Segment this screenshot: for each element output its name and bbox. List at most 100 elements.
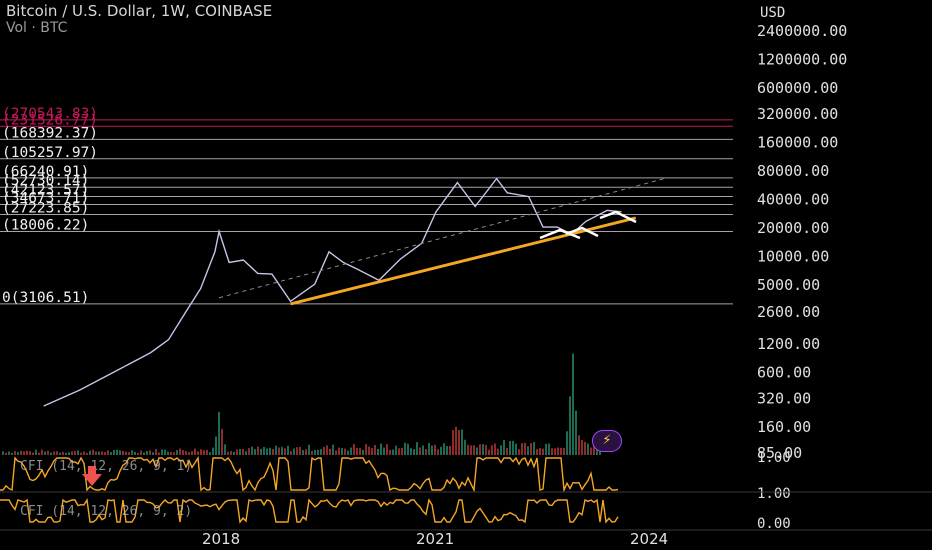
- volume-bar: [239, 448, 241, 455]
- volume-bar: [344, 448, 346, 455]
- volume-bar: [530, 443, 532, 455]
- volume-bar: [200, 449, 202, 455]
- level-label: (270543.83): [2, 106, 98, 122]
- volume-bar: [68, 452, 70, 455]
- volume-bar: [77, 450, 79, 455]
- volume-bar: [83, 451, 85, 455]
- volume-bar: [260, 448, 262, 455]
- volume-bar: [296, 447, 298, 455]
- volume-bar: [416, 442, 418, 455]
- volume-bar: [467, 444, 469, 455]
- oscillator-tick: 0.00: [757, 516, 791, 532]
- volume-bar: [194, 448, 196, 455]
- y-tick-label: 10000.00: [757, 248, 829, 266]
- volume-bar: [290, 451, 292, 455]
- volume-bar: [419, 447, 421, 455]
- volume-bar: [227, 451, 229, 455]
- volume-bar: [155, 448, 157, 455]
- volume-bar: [539, 447, 541, 455]
- volume-bar: [203, 450, 205, 455]
- volume-bar: [320, 449, 322, 455]
- volume-bar: [533, 442, 535, 455]
- oscillator-tick: 1.00: [757, 450, 791, 466]
- volume-bar: [128, 452, 130, 455]
- volume-bar: [89, 450, 91, 455]
- volume-bar: [92, 449, 94, 455]
- volume-bar: [446, 446, 448, 455]
- volume-legend: Vol · BTC: [6, 20, 68, 36]
- volume-bar: [464, 439, 466, 455]
- volume-bar: [188, 452, 190, 455]
- volume-bar: [335, 450, 337, 455]
- level-label: (66240.91): [2, 164, 89, 180]
- volume-bar: [350, 447, 352, 455]
- volume-bar: [161, 449, 163, 455]
- volume-bar: [266, 448, 268, 455]
- level-label: (105257.97): [2, 145, 98, 161]
- volume-bar: [149, 450, 151, 455]
- y-tick-label: 600000.00: [757, 79, 838, 97]
- volume-bar: [278, 447, 280, 455]
- volume-bar: [356, 447, 358, 455]
- volume-bar: [584, 441, 586, 455]
- volume-bar: [35, 449, 37, 455]
- volume-bar: [119, 450, 121, 455]
- volume-bar: [437, 449, 439, 455]
- volume-bar: [272, 448, 274, 455]
- volume-bar: [401, 447, 403, 455]
- oscillator-tick: 1.00: [757, 486, 791, 502]
- volume-bar: [365, 444, 367, 455]
- level-label: (231526.77): [2, 112, 98, 128]
- volume-bar: [542, 448, 544, 455]
- volume-bar: [461, 429, 463, 455]
- price-series-line: [43, 177, 622, 407]
- lightning-bolt-icon[interactable]: ⚡: [592, 430, 622, 452]
- volume-bar: [29, 451, 31, 455]
- y-axis-unit: USD: [760, 5, 785, 21]
- volume-bar: [329, 448, 331, 455]
- volume-bar: [506, 447, 508, 455]
- volume-bar: [314, 450, 316, 455]
- volume-bar: [482, 444, 484, 455]
- volume-bar: [479, 444, 481, 455]
- volume-bar: [338, 447, 340, 455]
- volume-bar: [212, 447, 214, 455]
- volume-bar: [287, 445, 289, 455]
- y-tick-label: 160.00: [757, 418, 811, 436]
- volume-bar: [110, 452, 112, 455]
- chart-title: Bitcoin / U.S. Dollar, 1W, COINBASE: [6, 2, 273, 20]
- volume-bar: [515, 443, 517, 455]
- volume-bar: [524, 442, 526, 455]
- volume-bar: [587, 443, 589, 455]
- y-tick-label: 20000.00: [757, 219, 829, 237]
- volume-bar: [410, 448, 412, 455]
- volume-bar: [230, 451, 232, 455]
- y-tick-label: 1200000.00: [757, 51, 847, 69]
- y-tick-label: 40000.00: [757, 191, 829, 209]
- volume-bar: [206, 449, 208, 455]
- volume-bar: [158, 452, 160, 455]
- volume-bar: [176, 450, 178, 455]
- volume-bar: [134, 451, 136, 455]
- volume-bar: [326, 445, 328, 455]
- volume-bar: [17, 452, 19, 455]
- volume-bar: [497, 448, 499, 455]
- level-label: (168392.37): [2, 125, 98, 141]
- volume-bar: [554, 448, 556, 455]
- trendline: [290, 216, 637, 306]
- volume-bar: [164, 449, 166, 455]
- volume-bar: [20, 450, 22, 455]
- volume-bar: [62, 451, 64, 455]
- volume-bar: [269, 447, 271, 455]
- volume-bar: [455, 426, 457, 455]
- volume-bar: [407, 443, 409, 455]
- volume-bar: [104, 452, 106, 455]
- volume-bar: [509, 440, 511, 455]
- volume-bar: [428, 442, 430, 455]
- volume-bar: [242, 448, 244, 455]
- volume-bar: [443, 443, 445, 455]
- volume-bar: [413, 449, 415, 455]
- level-label: (52730.14): [2, 173, 89, 189]
- volume-bar: [434, 444, 436, 455]
